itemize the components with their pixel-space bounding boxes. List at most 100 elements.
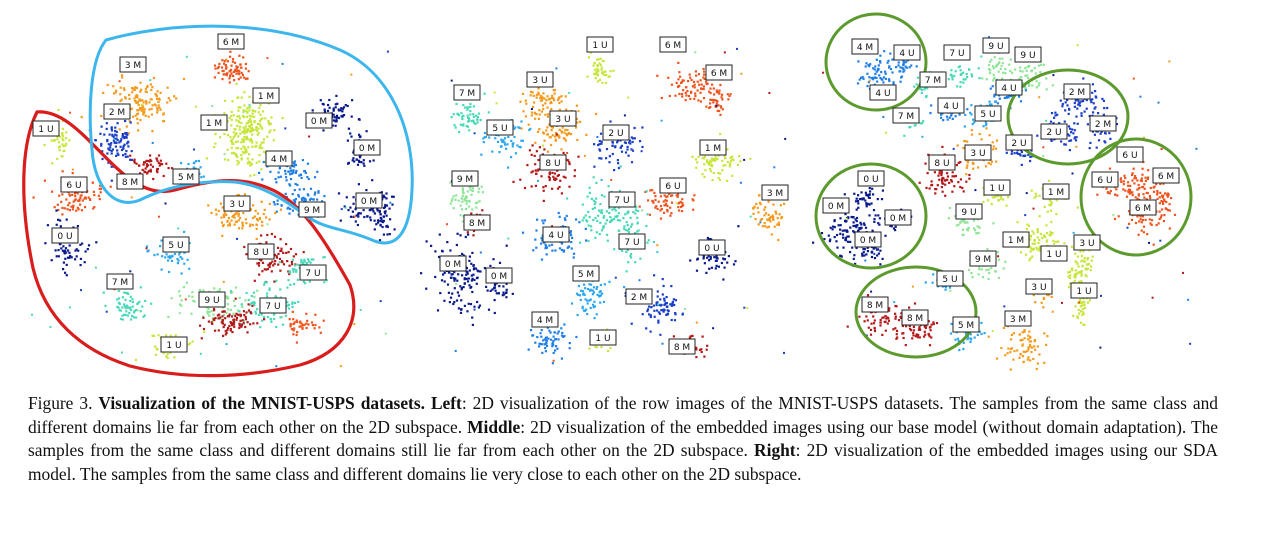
- scatter-point: [174, 334, 177, 337]
- scatter-point: [211, 105, 214, 107]
- scatter-point: [536, 218, 539, 221]
- scatter-point: [155, 347, 158, 350]
- scatter-point: [245, 291, 248, 295]
- scatter-point: [466, 280, 470, 283]
- scatter-point: [292, 270, 295, 273]
- scatter-point: [736, 47, 738, 50]
- scatter-point: [451, 197, 454, 200]
- scatter-point: [57, 249, 60, 252]
- scatter-point: [235, 119, 238, 122]
- scatter-point: [100, 125, 103, 128]
- scatter-point: [1108, 132, 1111, 135]
- scatter-point: [284, 172, 287, 175]
- scatter-point: [224, 330, 227, 333]
- scatter-point: [51, 162, 54, 165]
- scatter-point: [278, 257, 281, 260]
- scatter-point: [456, 291, 459, 294]
- scatter-point: [551, 134, 554, 137]
- scatter-point: [558, 136, 561, 139]
- scatter-point: [1086, 123, 1089, 126]
- scatter-point: [469, 188, 472, 191]
- scatter-point: [884, 77, 888, 80]
- scatter-point: [989, 60, 992, 63]
- scatter-point: [1102, 99, 1105, 102]
- scatter-point: [541, 343, 544, 346]
- scatter-point: [1160, 214, 1163, 217]
- scatter-point: [1015, 151, 1019, 154]
- scatter-point: [1073, 137, 1076, 140]
- scatter-point: [236, 237, 238, 240]
- scatter-point: [985, 122, 988, 125]
- scatter-point: [166, 101, 169, 104]
- scatter-point: [357, 183, 360, 186]
- cluster-label-text: 8 M: [122, 178, 138, 188]
- scatter-point: [296, 331, 299, 334]
- scatter-point: [528, 129, 531, 132]
- scatter-point: [721, 98, 724, 101]
- scatter-point: [586, 195, 589, 198]
- scatter-point: [878, 223, 881, 226]
- scatter-point: [1091, 130, 1094, 133]
- cluster-label: 4 M: [531, 311, 559, 328]
- scatter-point: [229, 50, 232, 53]
- scatter-point: [552, 340, 555, 343]
- scatter-point: [237, 219, 240, 222]
- scatter-point: [647, 199, 650, 202]
- scatter-point: [978, 133, 981, 136]
- cluster-label: 8 M: [668, 338, 696, 355]
- scatter-point: [1108, 192, 1111, 195]
- scatter-point: [530, 185, 533, 188]
- scatter-point: [475, 282, 478, 285]
- cluster-label-box: [539, 154, 567, 171]
- scatter-point: [739, 181, 742, 184]
- scatter-point: [847, 235, 850, 238]
- scatter-point: [130, 150, 133, 153]
- scatter-point: [477, 270, 480, 273]
- scatter-point: [872, 209, 876, 212]
- scatter-point: [588, 215, 591, 219]
- scatter-point: [663, 297, 666, 300]
- scatter-point: [662, 200, 665, 203]
- scatter-point: [992, 73, 995, 76]
- scatter-point: [316, 170, 319, 173]
- scatter-point: [709, 256, 712, 259]
- scatter-point: [986, 199, 990, 202]
- scatter-point: [251, 109, 254, 112]
- scatter-point: [554, 139, 557, 142]
- scatter-point: [474, 122, 477, 125]
- scatter-point: [1045, 88, 1048, 91]
- scatter-point: [938, 178, 941, 181]
- scatter-point: [1152, 243, 1155, 246]
- scatter-point: [250, 139, 253, 142]
- scatter-point: [142, 315, 145, 318]
- scatter-point: [294, 198, 297, 201]
- scatter-point: [820, 232, 824, 235]
- scatter-point: [150, 113, 154, 116]
- scatter-point: [695, 321, 698, 324]
- scatter-point: [224, 99, 227, 102]
- scatter-point: [1001, 77, 1004, 80]
- scatter-point: [376, 221, 380, 224]
- scatter-point: [100, 142, 103, 146]
- scatter-point: [366, 215, 369, 218]
- scatter-point: [1094, 90, 1097, 93]
- scatter-point: [684, 91, 687, 94]
- scatter-point: [466, 190, 469, 193]
- scatter-point: [590, 225, 593, 228]
- scatter-point: [122, 144, 125, 147]
- scatter-point: [279, 249, 282, 253]
- scatter-point: [136, 122, 139, 125]
- scatter-point: [455, 243, 458, 247]
- scatter-point: [959, 178, 962, 181]
- scatter-point: [117, 306, 120, 309]
- scatter-point: [161, 255, 164, 258]
- scatter-point: [552, 175, 555, 178]
- scatter-point: [553, 99, 556, 102]
- scatter-point: [997, 195, 1000, 198]
- scatter-point: [540, 242, 543, 245]
- scatter-point: [595, 313, 598, 316]
- scatter-point: [216, 290, 220, 293]
- scatter-point: [288, 273, 291, 276]
- scatter-point: [119, 145, 122, 148]
- scatter-point: [247, 106, 250, 109]
